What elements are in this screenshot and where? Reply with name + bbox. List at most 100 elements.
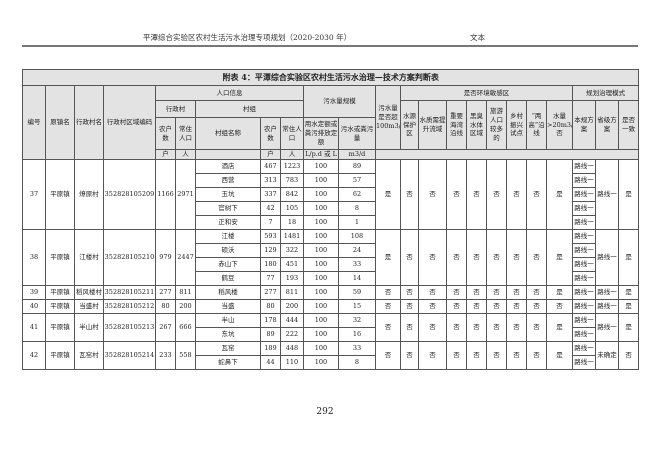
- cell-quota: 100: [303, 243, 339, 258]
- unit-hh: 户: [155, 149, 176, 160]
- cell-hh: 80: [155, 299, 176, 314]
- table-row: 硕沃 129 322 100 24 路线一: [23, 243, 639, 258]
- cell-no: 38: [22, 229, 46, 286]
- cell-village: 燎原村: [74, 159, 104, 230]
- col-village: 行政村名: [74, 85, 104, 160]
- cell-sensitive: 否: [446, 229, 467, 286]
- cell-group-name: 西营: [195, 173, 261, 188]
- cell-sensitive: 否: [486, 229, 507, 286]
- table-row: 玉坑 337 842 100 62 路线一: [23, 187, 639, 202]
- cell-sewage: 108: [338, 229, 376, 244]
- col-m2: 省级方案: [595, 100, 619, 150]
- cell-group-name: 蛇鼻下: [195, 355, 261, 370]
- cell-no: 41: [22, 313, 46, 342]
- cell-quota: 100: [303, 257, 339, 272]
- cell-code: 352828105212: [103, 299, 156, 314]
- cell-town: 平原镇: [45, 159, 75, 230]
- cell-plan: 路线一: [572, 299, 596, 314]
- page-number: 292: [316, 407, 334, 417]
- cell-group-name: 玉坑: [195, 187, 261, 202]
- cell-group-res: 105: [280, 201, 304, 216]
- unit-blank: [374, 149, 640, 160]
- col-s8: 水量>20m3/d 否: [546, 100, 573, 150]
- cell-plan: 路线一: [572, 355, 596, 370]
- cell-group-name: 当盛: [195, 299, 261, 314]
- cell-quota: 100: [303, 271, 339, 286]
- cell-plan: 路线一: [572, 173, 596, 188]
- cell-sensitive: 否: [486, 299, 507, 314]
- cell-res: 666: [175, 313, 196, 342]
- cell-plan: 路线一: [572, 229, 596, 244]
- col-hh: 农户数: [155, 117, 176, 150]
- cell-no: 39: [22, 285, 46, 300]
- cell-plan: 路线一: [572, 159, 596, 174]
- cell-sensitive: 否: [526, 229, 547, 286]
- cell-sewage: 15: [338, 299, 376, 314]
- cell-group-res: 1481: [280, 229, 304, 244]
- cell-group-hh: 77: [260, 271, 281, 286]
- cell-sensitive: 否: [418, 285, 447, 300]
- cell-group-res: 193: [280, 271, 304, 286]
- header-rule: [22, 45, 638, 47]
- col-quota: 用水定额或粪污排放定额: [303, 117, 339, 150]
- cell-no: 37: [22, 159, 46, 230]
- cell-town: 平原镇: [45, 313, 75, 342]
- cell-sensitive: 否: [418, 229, 447, 286]
- cell-res: 2447: [175, 229, 196, 286]
- col-gres: 常住人口: [280, 117, 304, 150]
- cell-group-name: 鹤豆: [195, 271, 261, 286]
- table-row: 鹤豆 77 193 100 14 路线一: [23, 271, 639, 286]
- cell-sensitive: 否: [466, 229, 487, 286]
- cell-town: 平原镇: [45, 341, 75, 370]
- table-row: 37 平原镇 燎原村 352828105209 1166 2971 酒店 467 1223 100…: [22, 159, 640, 230]
- cell-sensitive: 是: [546, 229, 573, 286]
- col-s2: 水质需提升流域: [418, 100, 447, 150]
- cell-sensitive: 否: [506, 229, 527, 286]
- cell-group-res: 222: [280, 327, 304, 342]
- cell-group-name: 官树下: [195, 201, 261, 216]
- cell-sensitive: 否: [506, 285, 527, 300]
- cell-sewage: 14: [338, 271, 376, 286]
- cell-sensitive: 否: [375, 313, 401, 342]
- cell-sewage: 32: [338, 313, 376, 328]
- unit-gname: [195, 149, 261, 160]
- col-admin: 行政村: [155, 100, 196, 118]
- cell-province-plan: 路线一: [595, 229, 619, 286]
- cell-plan: 路线一: [572, 327, 596, 342]
- cell-village: 半山村: [74, 313, 104, 342]
- cell-sensitive: 否: [375, 299, 401, 314]
- cell-res: 2971: [175, 159, 196, 230]
- cell-sensitive: 是: [546, 159, 573, 230]
- col-scale: 污水量规模: [303, 85, 376, 118]
- cell-plan: 路线一: [572, 201, 596, 216]
- cell-sensitive: 否: [546, 299, 573, 314]
- cell-plan: 路线一: [572, 257, 596, 272]
- cell-quota: 100: [303, 299, 339, 314]
- cell-group-hh: 129: [260, 243, 281, 258]
- cell-sensitive: 否: [400, 159, 419, 230]
- cell-group-name: 江楼: [195, 229, 261, 244]
- cell-sewage: 33: [338, 257, 376, 272]
- cell-group-name: 硕沃: [195, 243, 261, 258]
- cell-sensitive: 否: [446, 341, 467, 370]
- table-title: 附表 4：平潭综合实验区农村生活污水治理—技术方案判断表: [21, 69, 640, 86]
- unit-res: 人: [175, 149, 196, 160]
- cell-group-res: 18: [280, 215, 304, 230]
- table-row: 41 平原镇 半山村 352828105213 267 666 半山 178 444 100 32 否…: [22, 313, 640, 342]
- cell-sensitive: 是: [375, 229, 401, 286]
- table-row: 42 平原镇 瓦窑村 352828105214 233 558 瓦窑 189 448 100 33 否…: [22, 341, 640, 370]
- cell-group-hh: 593: [260, 229, 281, 244]
- cell-sensitive: 否: [466, 159, 487, 230]
- cell-group-hh: 44: [260, 355, 281, 370]
- cell-town: 平原镇: [45, 285, 75, 300]
- cell-group-res: 444: [280, 313, 304, 328]
- col-m3: 是否一致: [617, 100, 640, 150]
- col-res: 常住人口: [175, 117, 196, 150]
- cell-province-plan: 路线一: [595, 299, 619, 314]
- cell-sensitive: 否: [466, 285, 487, 300]
- table-row: 40 平原镇 当盛村 352828105212 80 200 当盛 80 200 100 15 否否否…: [22, 299, 640, 314]
- cell-province-plan: 未确定: [595, 341, 619, 370]
- cell-group-name: 酒店: [195, 159, 261, 174]
- table-body: 37 平原镇 燎原村 352828105209 1166 2971 酒店 467 1223 100…: [22, 159, 640, 370]
- cell-code: 352828105209: [103, 159, 156, 230]
